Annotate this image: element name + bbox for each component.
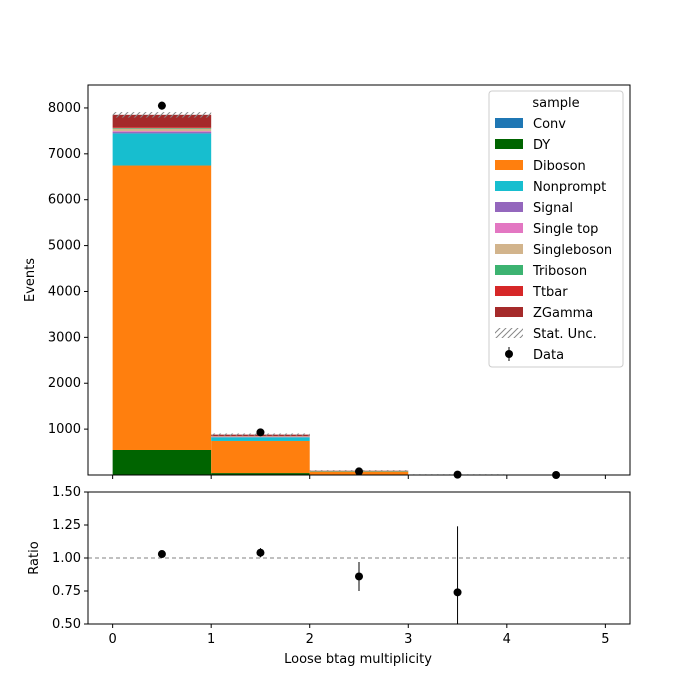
legend-swatch (495, 307, 523, 317)
ratio-y-ticks: 0.50 0.75 1.00 1.25 1.50 (52, 485, 88, 632)
main-y-ticks: 1000 2000 3000 4000 5000 6000 7000 8000 (48, 101, 88, 437)
x-axis-label: Loose btag multiplicity (284, 652, 432, 667)
bar-nonprompt-bin-1 (211, 437, 310, 441)
bar-ttbar-bin-0 (112, 127, 212, 129)
bar-triboson-bin-0 (112, 128, 212, 129)
legend-label: Conv (533, 117, 566, 132)
main-plot-frame (87, 84, 631, 476)
bar-nonprompt-bin-0 (112, 133, 212, 166)
ratio-y-tick-label: 1.00 (52, 551, 81, 566)
bar-dy-bin-0 (112, 449, 212, 475)
legend-label: Signal (533, 201, 573, 216)
legend-label: ZGamma (533, 306, 593, 321)
data-point (157, 101, 166, 110)
ratio-point (355, 572, 363, 581)
ratio-y-axis-label: Ratio (27, 541, 42, 574)
legend-title: sample (532, 96, 579, 111)
ratio-y-tick-label: 1.50 (52, 485, 81, 500)
x-tick-label: 5 (601, 632, 609, 647)
y-tick-label: 7000 (48, 147, 81, 162)
bar-diboson-bin-0 (112, 165, 212, 450)
main-x-ticks (112, 475, 606, 479)
ratio-panel: 0.50 0.75 1.00 1.25 1.50 0 1 2 3 4 5 Ratio Loose … (27, 485, 631, 667)
legend-label: DY (533, 138, 550, 153)
bar-single-top-bin-0 (112, 131, 212, 133)
legend-swatch (495, 139, 523, 149)
legend-label: Ttbar (532, 285, 568, 300)
legend-swatch (495, 244, 523, 254)
ratio-points (157, 526, 462, 624)
x-tick-label: 0 (108, 632, 116, 647)
data-point (355, 467, 363, 476)
bar-singleboson-bin-0 (112, 128, 212, 132)
bar-signal-bin-0 (112, 132, 212, 134)
ratio-point (157, 550, 166, 559)
ratio-y-tick-label: 1.25 (52, 518, 81, 533)
data-points (157, 101, 561, 479)
y-tick-label: 8000 (48, 101, 81, 116)
ratio-y-tick-label: 0.50 (52, 617, 81, 632)
legend-label: Stat. Unc. (533, 327, 597, 342)
legend-label: Triboson (532, 264, 587, 279)
bar-diboson-bin-1 (211, 440, 310, 474)
bar-dy-bin-1 (211, 473, 310, 475)
legend-swatch (495, 265, 523, 275)
legend-label: Nonprompt (533, 180, 606, 195)
legend-data-marker (505, 350, 513, 358)
data-point (256, 428, 265, 437)
y-tick-label: 4000 (48, 284, 81, 299)
x-tick-label: 1 (207, 632, 215, 647)
stat-unc-band-bin-0 (112, 112, 212, 118)
main-y-axis-label: Events (23, 258, 38, 302)
y-tick-label: 3000 (48, 330, 81, 345)
y-tick-label: 6000 (48, 193, 81, 208)
legend-label: Single top (533, 222, 598, 237)
legend-hatch-swatch (495, 328, 523, 338)
ratio-y-tick-label: 0.75 (52, 584, 81, 599)
y-tick-label: 1000 (48, 422, 81, 437)
legend-label: Diboson (533, 159, 586, 174)
legend-label: Data (533, 348, 564, 363)
ratio-x-ticks: 0 1 2 3 4 5 (108, 624, 610, 647)
x-tick-label: 2 (306, 632, 314, 647)
legend-swatch (495, 118, 523, 128)
legend-swatch (495, 181, 523, 191)
legend-swatch (495, 286, 523, 296)
legend-swatch (495, 223, 523, 233)
x-tick-label: 3 (404, 632, 412, 647)
ratio-point (453, 588, 462, 597)
legend-swatch (495, 160, 523, 170)
legend: sample Conv DY Diboson Nonprompt Signal Single… (488, 90, 624, 368)
y-tick-label: 2000 (48, 376, 81, 391)
legend-label: Singleboson (533, 243, 612, 258)
ratio-point (256, 548, 265, 557)
x-tick-label: 4 (503, 632, 511, 647)
y-tick-label: 5000 (48, 239, 81, 254)
bar-zgamma-bin-0 (112, 114, 212, 128)
legend-swatch (495, 202, 523, 212)
